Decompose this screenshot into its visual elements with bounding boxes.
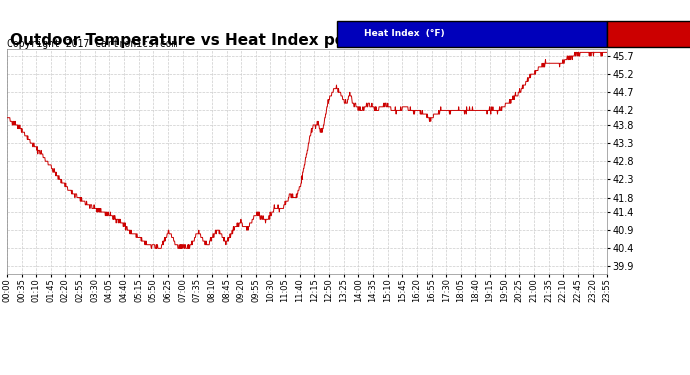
Text: Heat Index  (°F): Heat Index (°F) bbox=[364, 29, 445, 38]
FancyBboxPatch shape bbox=[337, 21, 607, 47]
FancyBboxPatch shape bbox=[607, 21, 690, 47]
Title: Outdoor Temperature vs Heat Index per Minute (24 Hours) 20170519: Outdoor Temperature vs Heat Index per Mi… bbox=[10, 33, 604, 48]
Text: Copyright 2017 Cartronics.com: Copyright 2017 Cartronics.com bbox=[7, 39, 177, 50]
